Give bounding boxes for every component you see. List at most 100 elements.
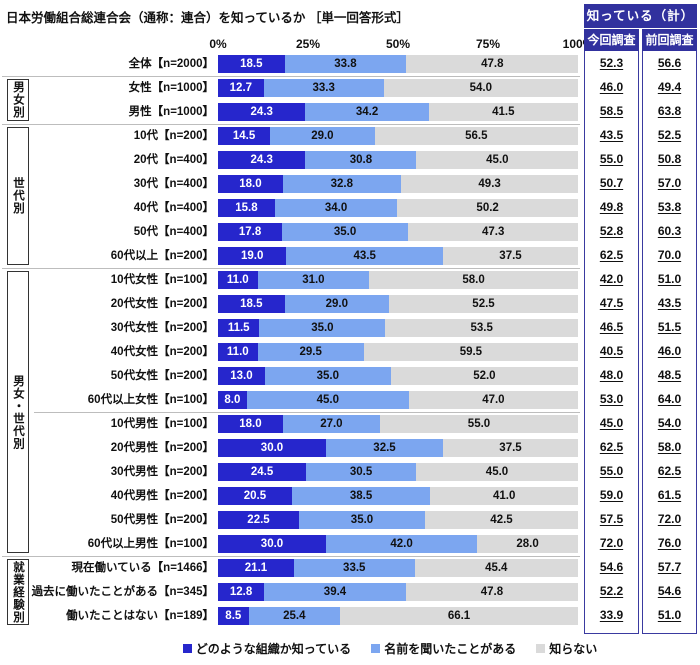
legend-label: どのような組織か知っている — [195, 641, 352, 656]
bar-segment-dont-know: 47.8 — [406, 55, 579, 73]
table-value-current: 59.0 — [599, 488, 624, 502]
table-value-current: 54.6 — [599, 560, 624, 574]
row-label: 男性【n=1000】 — [128, 106, 214, 118]
bar-segment-know-org: 8.0 — [218, 391, 247, 409]
row-label: 20代女性【n=200】 — [110, 298, 214, 310]
dont-know-swatch-icon — [536, 643, 546, 653]
table-value-previous: 54.6 — [657, 584, 682, 598]
bar-segment-heard-name: 42.0 — [326, 535, 478, 553]
table-value-previous: 46.0 — [657, 344, 682, 358]
bar-segment-dont-know: 41.0 — [430, 487, 578, 505]
table-value-current: 42.0 — [599, 272, 624, 286]
bar-segment-dont-know: 42.5 — [425, 511, 578, 529]
bar-segment-know-org: 14.5 — [218, 127, 271, 145]
bar-segment-heard-name: 27.0 — [282, 415, 380, 433]
row-label: 40代女性【n=200】 — [110, 346, 214, 358]
row-label: 30代女性【n=200】 — [110, 322, 214, 334]
bar-segment-dont-know: 49.3 — [400, 175, 579, 193]
table-value-previous: 72.0 — [657, 512, 682, 526]
table-value-previous: 57.7 — [657, 560, 682, 574]
table-value-current: 52.2 — [599, 584, 624, 598]
row-label: 30代男性【n=200】 — [110, 466, 214, 478]
row-label: 60代以上【n=200】 — [110, 250, 214, 262]
bar-segment-dont-know: 52.0 — [390, 367, 578, 385]
bar-segment-dont-know: 37.5 — [443, 247, 578, 265]
group-separator-line — [2, 268, 580, 269]
bar-segment-dont-know: 47.0 — [408, 391, 578, 409]
bar-segment-know-org: 18.5 — [218, 55, 285, 73]
bar-segment-dont-know: 54.0 — [383, 79, 578, 97]
bar-segment-know-org: 24.3 — [218, 151, 306, 169]
bar-segment-heard-name: 38.5 — [291, 487, 431, 505]
bar-segment-heard-name: 33.8 — [284, 55, 407, 73]
bar-segment-heard-name: 30.8 — [305, 151, 417, 169]
table-value-current: 55.0 — [599, 152, 624, 166]
legend-item-dont-know: 知らない — [536, 640, 597, 657]
bar-segment-know-org: 11.0 — [218, 343, 258, 361]
x-axis-tick-25: 25% — [295, 37, 321, 51]
bar-segment-know-org: 17.8 — [218, 223, 283, 241]
table-value-previous: 53.8 — [657, 200, 682, 214]
bar-segment-know-org: 13.0 — [218, 367, 265, 385]
bar-segment-dont-know: 47.3 — [408, 223, 579, 241]
bar-segment-heard-name: 39.4 — [264, 583, 406, 601]
table-value-current: 72.0 — [599, 536, 624, 550]
row-label: 60代以上男性【n=100】 — [87, 538, 214, 550]
table-value-current: 33.9 — [599, 608, 624, 622]
table-value-previous: 43.5 — [657, 296, 682, 310]
bar-segment-know-org: 12.7 — [218, 79, 264, 97]
row-label: 50代【n=400】 — [133, 226, 214, 238]
bar-segment-dont-know: 37.5 — [443, 439, 578, 457]
bar-segment-dont-know: 45.0 — [416, 463, 578, 481]
bar-segment-heard-name: 35.0 — [299, 511, 425, 529]
table-value-previous: 63.8 — [657, 104, 682, 118]
bar-segment-know-org: 12.8 — [218, 583, 265, 601]
bar-segment-heard-name: 29.0 — [284, 295, 389, 313]
table-value-current: 52.8 — [599, 224, 624, 238]
table-value-current: 46.5 — [599, 320, 624, 334]
table-value-previous: 50.8 — [657, 152, 682, 166]
row-label: 10代女性【n=100】 — [110, 274, 214, 286]
table-value-previous: 48.5 — [657, 368, 682, 382]
page-title: 日本労働組合総連合会（通称：連合）を知っているか ［単一回答形式］ — [6, 11, 409, 25]
row-label: 50代男性【n=200】 — [110, 514, 214, 526]
bar-segment-know-org: 24.5 — [218, 463, 307, 481]
row-label: 20代【n=400】 — [133, 154, 214, 166]
row-label: 40代【n=400】 — [133, 202, 214, 214]
table-value-previous: 58.0 — [657, 440, 682, 454]
bar-segment-know-org: 21.1 — [218, 559, 294, 577]
group-separator-line — [2, 556, 580, 557]
bar-segment-dont-know: 66.1 — [340, 607, 578, 625]
bar-segment-heard-name: 33.5 — [293, 559, 415, 577]
bar-segment-heard-name: 35.0 — [282, 223, 409, 241]
bar-segment-heard-name: 25.4 — [248, 607, 341, 625]
table-value-current: 52.3 — [599, 56, 624, 70]
table-value-previous: 56.6 — [657, 56, 682, 70]
group-separator-line — [2, 76, 580, 77]
bar-segment-know-org: 18.0 — [218, 175, 283, 193]
bar-segment-heard-name: 29.5 — [257, 343, 364, 361]
bar-segment-know-org: 18.0 — [218, 415, 283, 433]
table-value-previous: 52.5 — [657, 128, 682, 142]
x-axis-tick-75: 75% — [475, 37, 501, 51]
bar-segment-know-org: 20.5 — [218, 487, 292, 505]
table-value-current: 45.0 — [599, 416, 624, 430]
bar-segment-heard-name: 35.0 — [259, 319, 386, 337]
row-label: 女性【n=1000】 — [128, 82, 214, 94]
table-value-previous: 54.0 — [657, 416, 682, 430]
bar-segment-know-org: 30.0 — [218, 535, 326, 553]
group-separator-line — [34, 412, 580, 413]
row-label: 30代【n=400】 — [133, 178, 214, 190]
bar-segment-dont-know: 59.5 — [363, 343, 578, 361]
legend-item-know-org: どのような組織か知っている — [182, 640, 352, 657]
table-value-previous: 61.5 — [657, 488, 682, 502]
row-label: 60代以上女性【n=100】 — [87, 394, 214, 406]
bar-segment-know-org: 8.5 — [218, 607, 249, 625]
table-value-previous: 70.0 — [657, 248, 682, 262]
table-value-previous: 57.0 — [657, 176, 682, 190]
group-label-box: 就業経験別 — [7, 559, 29, 625]
summary-col-header-current: 今回調査 — [584, 29, 639, 51]
bar-segment-dont-know: 56.5 — [374, 127, 578, 145]
legend-label: 名前を聞いたことがある — [384, 641, 517, 656]
